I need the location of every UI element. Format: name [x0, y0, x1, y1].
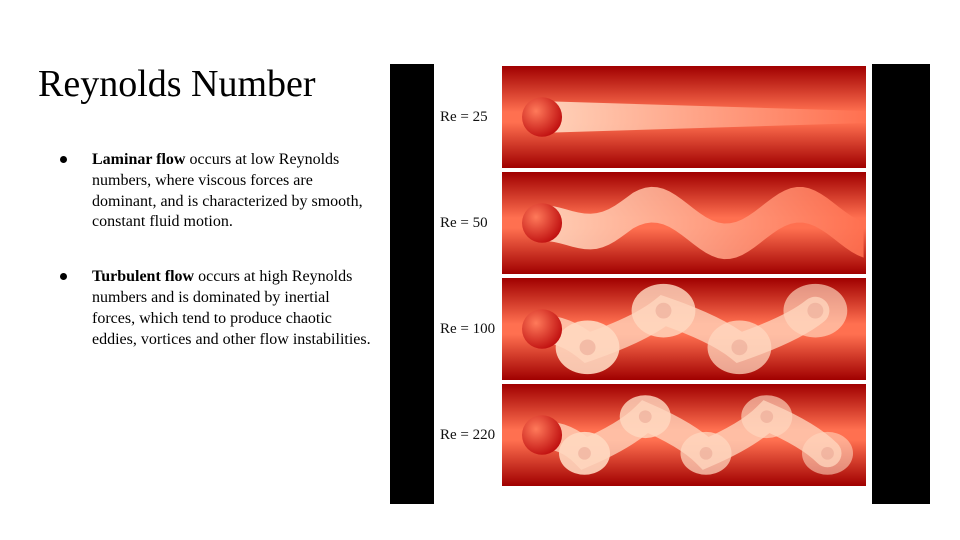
flow-panel-row: Re = 220: [438, 384, 866, 486]
flow-panel: [502, 278, 866, 380]
bullet-bold: Turbulent flow: [92, 268, 194, 285]
reynolds-label: Re = 50: [438, 215, 502, 232]
flow-panel: [502, 384, 866, 486]
figure-right-bar: [872, 64, 930, 504]
reynolds-label: Re = 220: [438, 427, 502, 444]
figure-panels: Re = 25 Re = 50 Re = 100 Re = 220: [434, 64, 872, 504]
bullet-item: Laminar flow occurs at low Reynolds numb…: [56, 150, 376, 233]
reynolds-label: Re = 25: [438, 109, 502, 126]
flow-panel: [502, 66, 866, 168]
bullet-list: Laminar flow occurs at low Reynolds numb…: [56, 150, 376, 384]
bullet-bold: Laminar flow: [92, 151, 185, 168]
page-title: Reynolds Number: [38, 62, 316, 106]
flow-panel: [502, 172, 866, 274]
flow-panel-row: Re = 100: [438, 278, 866, 380]
flow-panel-row: Re = 50: [438, 172, 866, 274]
reynolds-label: Re = 100: [438, 321, 502, 338]
figure-left-bar: [390, 64, 434, 504]
bullet-item: Turbulent flow occurs at high Reynolds n…: [56, 267, 376, 350]
flow-panel-row: Re = 25: [438, 66, 866, 168]
flow-figure: Re = 25 Re = 50 Re = 100 Re = 220: [390, 64, 930, 504]
